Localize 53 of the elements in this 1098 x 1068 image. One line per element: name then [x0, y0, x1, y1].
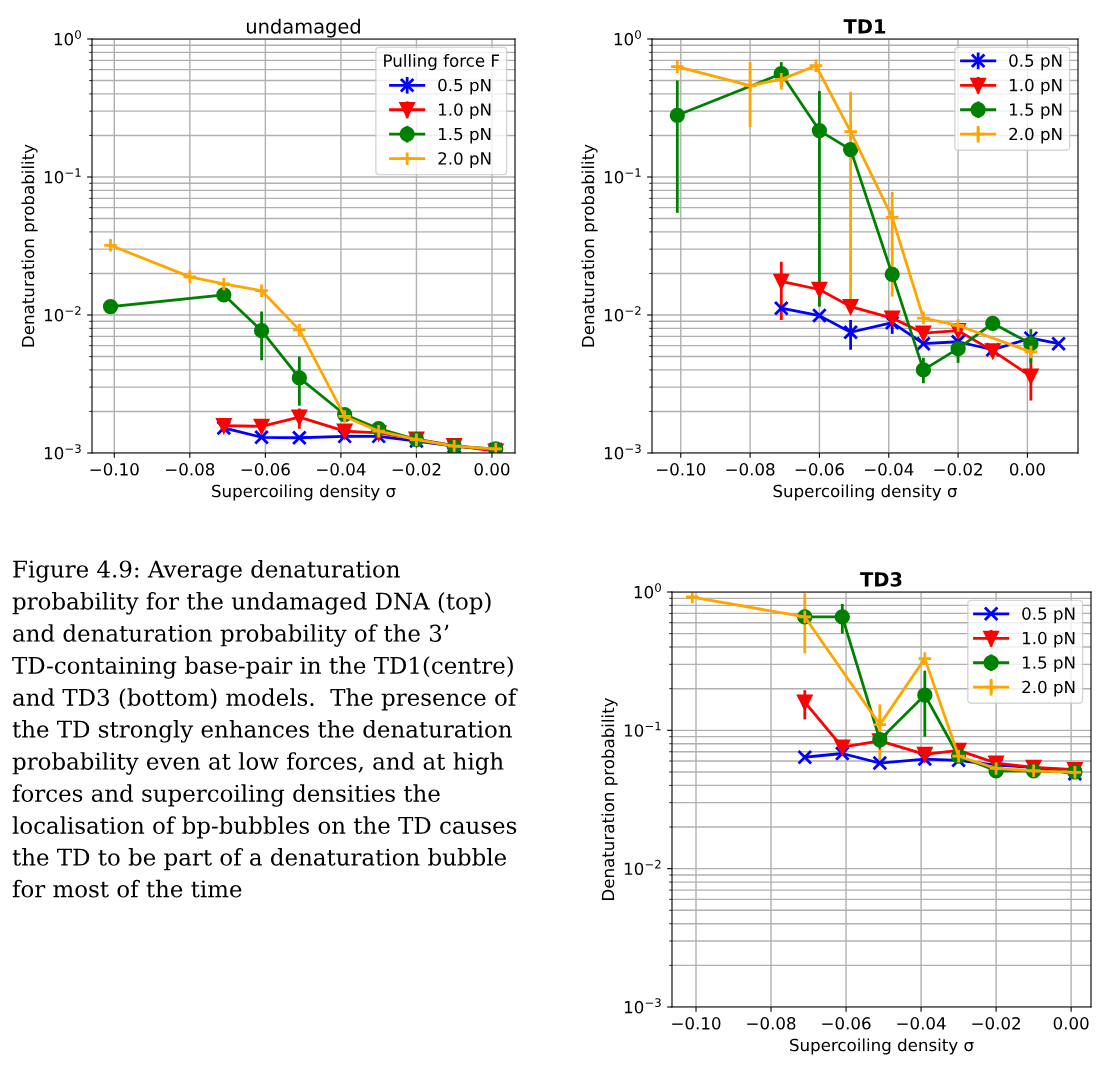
x-tick-label: −0.06: [822, 1017, 871, 1030]
legend-label: 2.0 pN: [1009, 127, 1062, 144]
chart-title: TD1: [843, 19, 886, 34]
legend-label: 1.5 pN: [438, 127, 491, 144]
legend-label: 1.0 pN: [438, 103, 491, 120]
legend-label: 0.5 pN: [438, 78, 491, 95]
legend-label: 0.5 pN: [1009, 54, 1062, 71]
legend-label: 1.5 pN: [1022, 656, 1075, 673]
y-tick-label: 10$^{−2}$: [604, 306, 641, 322]
y-tick-label: 10$^{−3}$: [604, 444, 641, 460]
x-tick-label: −0.04: [897, 1017, 946, 1030]
x-tick-label: −0.02: [934, 463, 982, 476]
x-axis-title: Supercoiling density σ: [773, 484, 958, 501]
x-tick-label: 0.00: [474, 463, 510, 476]
x-axis-title: Supercoiling density σ: [790, 1038, 974, 1055]
legend-label: 2.0 pN: [438, 152, 491, 168]
x-tick-label: −0.10: [672, 1017, 721, 1030]
chart-title: TD3: [860, 572, 902, 587]
y-tick-label: 10$^{−3}$: [44, 444, 81, 460]
x-tick-label: −0.10: [657, 463, 706, 476]
x-tick-label: −0.04: [864, 463, 914, 476]
y-axis-title: Denaturation probability: [601, 697, 618, 900]
x-tick-label: −0.10: [90, 463, 139, 476]
legend-label: 1.0 pN: [1022, 631, 1075, 648]
y-axis-title: Denaturation probability: [581, 144, 598, 347]
legend-label: 1.5 pN: [1009, 103, 1062, 120]
y-tick-label: 10$^{0}$: [614, 30, 641, 46]
x-tick-label: −0.06: [241, 463, 290, 476]
y-tick-label: 10$^{−2}$: [624, 859, 661, 876]
text: Figure 4.9: Average denaturation probability for the undamaged DNA (top) and denaturation probability of the 3’ TD-containing base-pair in the TD1(centre) and TD3 (bottom) models. The presence of the TD strongly enhances the denaturation probability even at low forces, and at high forces and supercoiling densities the localisation of bp-bubbles on the TD causes the TD to be part of a denaturation bubble for most of the time: [12, 560, 518, 898]
legend-label: 2.0 pN: [1022, 680, 1075, 697]
x-tick-label: −0.08: [166, 463, 215, 476]
y-axis-title: Denaturation probability: [21, 144, 38, 347]
y-tick-label: 10$^{−3}$: [624, 998, 661, 1014]
y-tick-label: 10$^{−1}$: [44, 168, 81, 184]
y-tick-label: 10$^{0}$: [634, 583, 661, 599]
y-tick-label: 10$^{−1}$: [604, 168, 641, 184]
x-tick-label: −0.08: [726, 463, 775, 476]
x-axis-title: Supercoiling density σ: [212, 484, 396, 501]
y-tick-label: 10$^{−2}$: [44, 306, 81, 322]
x-tick-label: 0.00: [1009, 463, 1045, 476]
x-tick-label: −0.04: [317, 463, 366, 476]
x-tick-label: 0.00: [1053, 1017, 1089, 1030]
x-tick-label: −0.06: [795, 463, 844, 476]
legend-title: Pulling force F: [384, 54, 500, 71]
chart-title: undamaged: [246, 18, 360, 38]
x-tick-label: −0.02: [392, 463, 441, 476]
x-tick-label: −0.02: [972, 1017, 1020, 1030]
y-tick-label: 10$^{−1}$: [624, 721, 661, 737]
y-tick-label: 10$^{0}$: [54, 30, 81, 46]
legend-label: 1.0 pN: [1009, 78, 1062, 95]
x-tick-label: −0.08: [747, 1017, 796, 1030]
legend-label: 0.5 pN: [1022, 607, 1075, 624]
